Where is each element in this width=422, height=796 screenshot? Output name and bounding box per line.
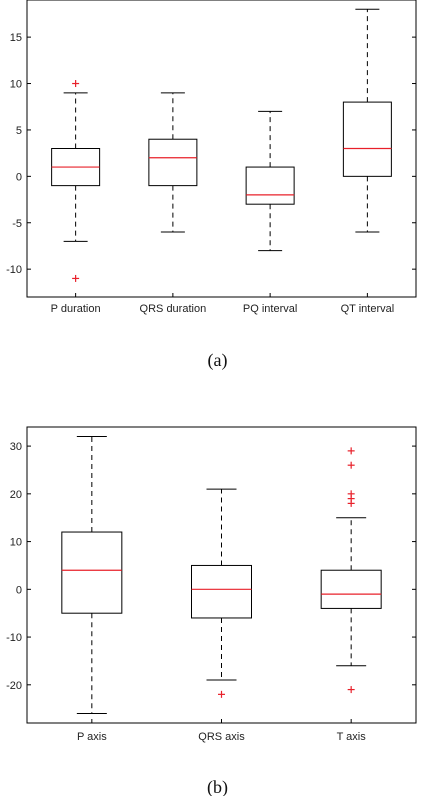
box-1 [51, 80, 101, 282]
y-tick-label: 10 [10, 537, 22, 549]
outlier-marker [347, 686, 355, 694]
plot-frame [26, 426, 417, 724]
chart-panel-2: -20 -10 0 10 20 30 P axis QRS axis T axis (b) [6, 426, 417, 796]
box-iqr [320, 569, 382, 609]
x-tick-label: P axis [77, 731, 107, 743]
box-3 [245, 110, 295, 252]
box-iqr [191, 564, 252, 619]
box-2 [191, 488, 252, 698]
outlier-marker [347, 447, 355, 455]
y-tick-label: 0 [16, 584, 22, 596]
box-iqr [61, 531, 123, 614]
x-tick-label: QRS duration [140, 303, 207, 315]
outlier-marker [347, 461, 355, 469]
outlier-marker [72, 274, 80, 282]
x-tick-label: P duration [51, 303, 101, 315]
x-tick-label: PQ interval [243, 303, 297, 315]
box-iqr [148, 138, 198, 187]
chart-panel-1: -10 -5 0 5 10 15 P duration QRS duration PQ inte… [6, 0, 417, 371]
y-tick-label: 20 [10, 489, 22, 501]
y-tick-label: 15 [10, 32, 22, 44]
y-tick-label: 5 [16, 125, 22, 137]
outlier-marker [72, 80, 80, 88]
y-tick-label: -10 [6, 264, 22, 276]
y-tick-label: -5 [12, 218, 22, 230]
box-2 [148, 92, 198, 233]
x-tick-label: QT interval [341, 303, 395, 315]
panel-label: (a) [208, 350, 228, 371]
box-3 [320, 447, 382, 694]
box-iqr [245, 166, 295, 205]
outlier-marker [218, 690, 225, 698]
y-tick-label: 30 [10, 441, 22, 453]
box-1 [61, 436, 123, 714]
y-tick-label: 0 [16, 171, 22, 183]
x-tick-label: T axis [337, 731, 367, 743]
box-4 [342, 8, 392, 233]
panel-label: (b) [207, 777, 228, 796]
y-tick-label: -20 [6, 680, 22, 692]
y-tick-label: 10 [10, 79, 22, 91]
outlier-marker [347, 499, 355, 507]
box-iqr [342, 101, 392, 177]
y-tick-label: -10 [6, 632, 22, 644]
plot-frame [26, 0, 417, 298]
x-tick-label: QRS axis [198, 731, 245, 743]
